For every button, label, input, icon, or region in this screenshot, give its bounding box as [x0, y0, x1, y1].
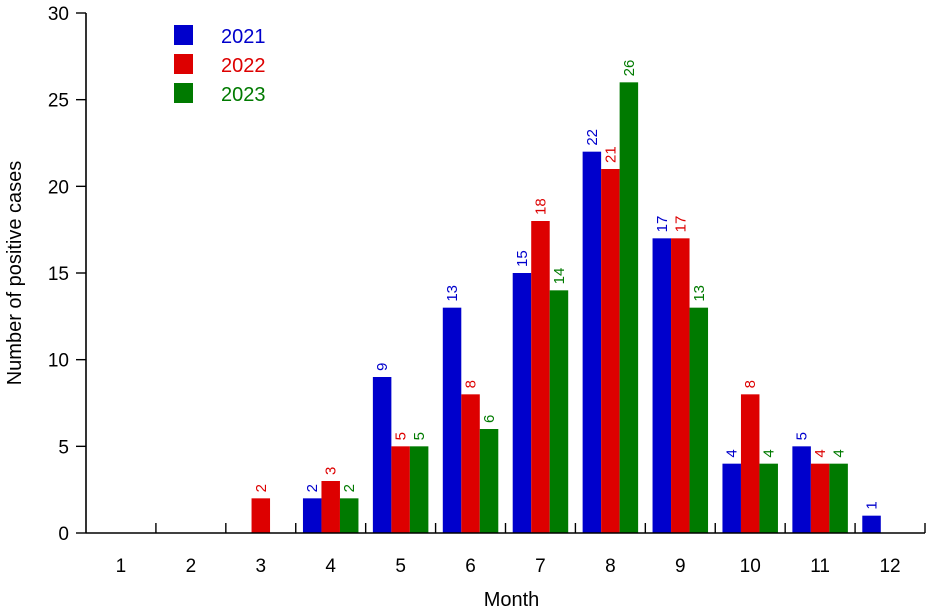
bar-2022-month-10	[740, 394, 760, 533]
data-label-2023-month-7: 14	[551, 268, 568, 285]
y-axis-label: Number of positive cases	[4, 161, 26, 386]
bar-2022-month-4	[321, 481, 340, 533]
bar-2022-month-7	[531, 221, 550, 533]
data-label-2023-month-9: 13	[691, 285, 708, 302]
data-label-2022-month-3: 2	[253, 484, 270, 492]
legend-label-2022: 2022	[221, 55, 266, 77]
bar-2021-month-9	[652, 238, 672, 534]
bar-2023-month-11	[829, 463, 848, 533]
x-tick-label: 3	[256, 556, 267, 577]
x-tick-label: 7	[535, 556, 546, 577]
data-label-2023-month-4: 2	[341, 484, 358, 492]
x-tick-label: 5	[395, 556, 406, 577]
legend-label-2021: 2021	[221, 26, 266, 48]
bars-layer	[251, 82, 881, 534]
data-label-2022-month-7: 18	[532, 198, 549, 215]
data-label-2023-month-8: 26	[621, 60, 638, 77]
bar-2022-month-6	[461, 394, 480, 533]
bar-2021-month-4	[302, 498, 322, 533]
data-label-2022-month-9: 17	[672, 216, 689, 233]
data-label-2022-month-11: 4	[812, 449, 829, 457]
data-label-2022-month-8: 21	[602, 146, 619, 163]
bar-2022-month-5	[391, 446, 410, 533]
bar-2023-month-8	[619, 82, 639, 533]
y-tick-label: 15	[48, 264, 69, 285]
bar-2021-month-5	[372, 377, 392, 533]
x-tick-label: 6	[465, 556, 476, 577]
legend-label-2023: 2023	[221, 84, 266, 106]
data-label-2023-month-6: 6	[481, 415, 498, 423]
x-axis-label: Month	[484, 589, 540, 610]
legend: 2021 2022 2023	[174, 25, 266, 106]
bar-2021-month-12	[862, 515, 881, 533]
x-tick-label: 4	[325, 556, 336, 577]
legend-swatch-2022	[174, 54, 193, 74]
data-label-2021-month-7: 15	[514, 250, 531, 267]
data-label-2021-month-8: 22	[584, 129, 601, 146]
bar-2023-month-9	[689, 307, 709, 533]
y-ticks-layer: 0 5 10 15 20 25 30	[48, 4, 86, 545]
data-label-2023-month-10: 4	[761, 449, 778, 457]
bar-2021-month-6	[442, 307, 462, 533]
x-tick-label: 1	[116, 556, 127, 577]
x-tick-label: 8	[605, 556, 616, 577]
data-label-2022-month-4: 3	[323, 467, 340, 475]
bar-2023-month-7	[549, 290, 569, 533]
data-label-2021-month-9: 17	[654, 216, 671, 233]
y-tick-label: 20	[48, 177, 69, 198]
data-label-2023-month-11: 4	[831, 449, 848, 457]
bar-2021-month-11	[792, 446, 811, 533]
bar-2022-month-3	[251, 498, 271, 533]
bar-2023-month-5	[409, 446, 429, 533]
x-tick-label: 2	[186, 556, 197, 577]
x-tick-label: 11	[810, 556, 830, 577]
bar-2022-month-9	[671, 238, 690, 534]
x-tick-label: 9	[675, 556, 686, 577]
x-tick-label: 12	[879, 556, 900, 577]
y-tick-label: 0	[58, 524, 69, 545]
y-tick-label: 5	[58, 437, 69, 458]
legend-swatch-2021	[174, 25, 193, 45]
x-ticks-layer: 1 2 3 4 5 6 7 8 9 10 11 12	[116, 523, 926, 577]
bar-2021-month-8	[582, 151, 602, 533]
bar-2023-month-10	[759, 463, 778, 533]
data-label-2021-month-11: 5	[794, 432, 811, 440]
bar-2021-month-7	[512, 273, 532, 533]
bar-2023-month-6	[479, 429, 499, 533]
legend-swatch-2023	[174, 83, 193, 103]
data-label-2022-month-5: 5	[393, 432, 410, 440]
bar-2022-month-11	[810, 463, 830, 533]
data-label-2021-month-5: 9	[374, 363, 391, 371]
data-label-2021-month-4: 2	[304, 484, 321, 492]
y-tick-label: 30	[48, 4, 69, 25]
data-label-2021-month-6: 13	[444, 285, 461, 302]
bar-2022-month-8	[601, 169, 620, 533]
y-tick-label: 25	[48, 91, 69, 112]
bar-2023-month-4	[339, 498, 359, 533]
data-label-2021-month-12: 1	[864, 501, 881, 509]
data-label-2022-month-6: 8	[463, 380, 480, 388]
x-tick-label: 10	[740, 556, 761, 577]
data-label-2023-month-5: 5	[411, 432, 428, 440]
bar-2021-month-10	[722, 463, 741, 533]
data-label-2022-month-10: 8	[742, 380, 759, 388]
y-tick-label: 10	[48, 351, 69, 372]
data-label-2021-month-10: 4	[724, 449, 741, 457]
